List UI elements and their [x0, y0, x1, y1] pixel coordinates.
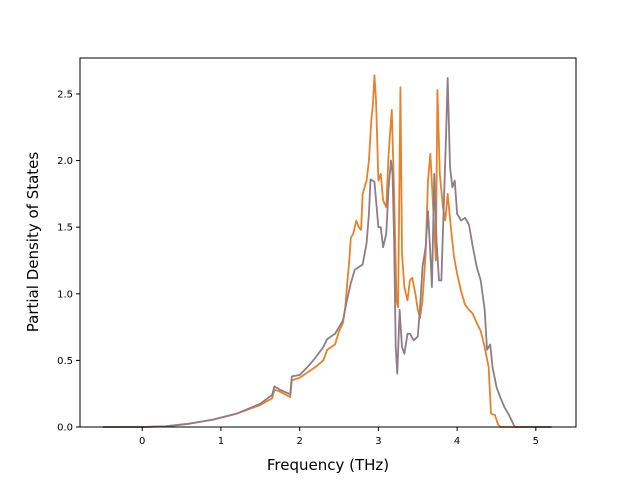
- x-tick-label: 0: [139, 436, 145, 447]
- x-tick-label: 1: [218, 436, 224, 447]
- y-tick-label: 1.0: [57, 289, 73, 300]
- series-layer: [102, 74, 552, 428]
- y-tick-label: 2.0: [57, 156, 73, 167]
- x-tick-label: 4: [454, 436, 460, 447]
- plot-frame: [79, 57, 577, 428]
- x-axis-ticks: 0 1 2 3 4 5: [139, 427, 539, 447]
- y-tick-label: 0.5: [57, 356, 73, 367]
- x-tick-label: 2: [296, 436, 302, 447]
- y-tick-label: 2.5: [57, 89, 73, 100]
- x-axis-label: Frequency (THz): [267, 456, 389, 474]
- series-line-1: [102, 74, 552, 428]
- series-line-2: [102, 77, 552, 428]
- y-tick-label: 0.0: [57, 423, 73, 434]
- y-axis-ticks: 0.0 0.5 1.0 1.5 2.0 2.5: [57, 89, 80, 434]
- y-tick-label: 1.5: [57, 223, 73, 234]
- x-tick-label: 5: [533, 436, 539, 447]
- x-tick-label: 3: [375, 436, 381, 447]
- y-axis-label: Partial Density of States: [24, 152, 42, 333]
